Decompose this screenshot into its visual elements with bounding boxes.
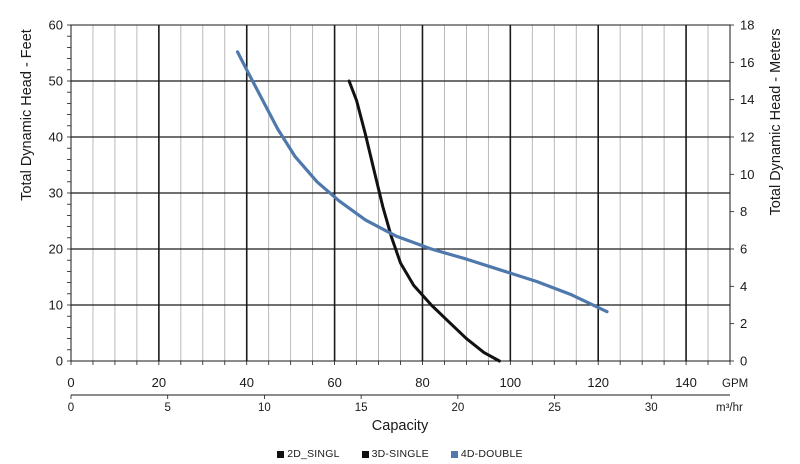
y-right-tick-label: 10: [740, 167, 754, 182]
x-primary-tick-label: 0: [67, 375, 74, 390]
legend-label-2d-singl: 2D_SINGL: [287, 448, 340, 460]
y-left-axis-title: Total Dynamic Head - Feet: [19, 29, 35, 201]
y-left-tick-label: 30: [49, 186, 63, 201]
y-right-tick-label: 4: [740, 279, 747, 294]
chart-legend: 2D_SINGL 3D-SINGLE 4D-DOUBLE: [0, 446, 800, 462]
tick-marks: [67, 24, 734, 399]
y-right-tick-label: 2: [740, 316, 747, 331]
x-axis-title: Capacity: [372, 418, 429, 434]
y-right-tick-label: 12: [740, 130, 754, 145]
y-left-tick-label: 60: [49, 18, 63, 33]
x-primary-unit-label: GPM: [722, 378, 748, 390]
data-series: [235, 50, 609, 363]
y-left-tick-label: 50: [49, 74, 63, 89]
grid-lines: [71, 25, 730, 361]
x-primary-tick-label: 20: [152, 375, 166, 390]
x-secondary-unit-label: m³/hr: [716, 402, 743, 414]
x-primary-tick-label: 60: [327, 375, 341, 390]
x-primary-tick-label: 80: [415, 375, 429, 390]
legend-label-4d-double: 4D-DOUBLE: [460, 448, 523, 460]
x-secondary-tick-label: 30: [645, 402, 658, 414]
x-primary-tick-label: 100: [499, 375, 521, 390]
x-secondary-tick-label: 20: [451, 402, 464, 414]
y-right-tick-label: 0: [740, 354, 747, 369]
y-right-tick-label: 6: [740, 242, 747, 257]
y-right-axis-title: Total Dynamic Head - Meters: [768, 29, 784, 216]
legend-swatch-4d-double: [450, 450, 458, 458]
x-secondary-tick-label: 10: [258, 402, 271, 414]
x-primary-tick-label: 120: [587, 375, 609, 390]
legend-swatch-3d-single: [361, 450, 369, 458]
y-right-tick-label: 8: [740, 204, 747, 219]
legend-item-3d-single: 3D-SINGLE: [361, 446, 429, 462]
legend-swatch-2d-singl: [277, 450, 285, 458]
y-left-tick-label: 0: [56, 354, 63, 369]
series-line-4d-double: [235, 50, 609, 314]
x-secondary-tick-label: 25: [548, 402, 561, 414]
y-left-tick-label: 40: [49, 130, 63, 145]
y-right-tick-label: 18: [740, 18, 754, 33]
legend-item-2d-singl: 2D_SINGL: [277, 446, 339, 462]
x-secondary-tick-label: 5: [165, 402, 171, 414]
legend-label-3d-single: 3D-SINGLE: [371, 448, 429, 460]
y-left-tick-label: 20: [49, 242, 63, 257]
y-right-tick-label: 14: [740, 92, 754, 107]
series-line-3d-single: [347, 79, 501, 363]
x-secondary-tick-label: 15: [355, 402, 368, 414]
x-primary-tick-label: 140: [675, 375, 697, 390]
y-left-tick-label: 10: [49, 298, 63, 313]
x-primary-tick-label: 40: [239, 375, 253, 390]
x-secondary-tick-label: 0: [68, 402, 74, 414]
y-right-tick-label: 16: [740, 55, 754, 70]
legend-item-4d-double: 4D-DOUBLE: [450, 446, 523, 462]
